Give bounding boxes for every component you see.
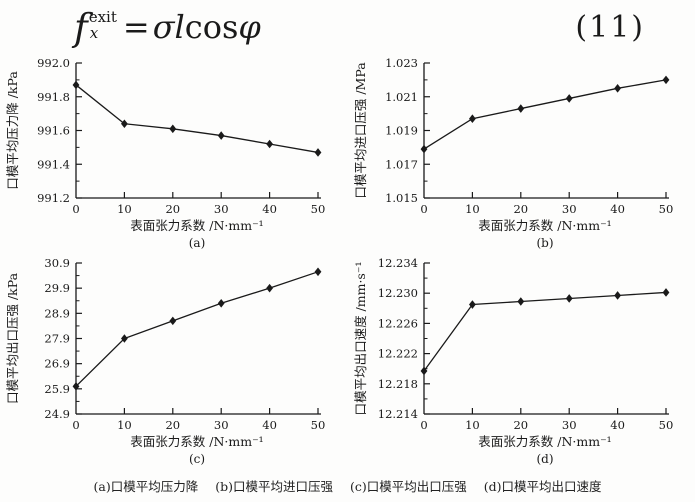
svg-text:(d): (d) (536, 452, 553, 466)
svg-text:口模平均出口速度 /mm·s⁻¹: 口模平均出口速度 /mm·s⁻¹ (353, 262, 368, 416)
caption-part-b: (b)口模平均进口压强 (215, 479, 333, 494)
chart-a: 991.2 991.4 991.6 991.8 992.0 0 10 20 30 40 50 表面张力… (0, 54, 348, 254)
chart-c-canvas: 24.9 25.9 26.9 27.9 28.9 29.9 30.9 0 10 20 30 40 50 表… (5, 256, 326, 466)
svg-text:29.9: 29.9 (44, 281, 70, 295)
svg-text:12.222: 12.222 (378, 347, 418, 361)
svg-text:40: 40 (610, 418, 625, 432)
chart-a-canvas: 991.2 991.4 991.6 991.8 992.0 0 10 20 30 40 50 表面张力… (5, 56, 326, 250)
svg-text:10: 10 (465, 418, 480, 432)
equation-formula: f exit x = σl cos φ (74, 9, 261, 46)
svg-text:表面张力系数 /N·mm⁻¹: 表面张力系数 /N·mm⁻¹ (478, 218, 611, 233)
svg-text:992.0: 992.0 (37, 56, 70, 70)
svg-text:25.9: 25.9 (44, 382, 70, 396)
svg-text:1.015: 1.015 (385, 191, 418, 205)
svg-text:0: 0 (72, 202, 79, 216)
svg-text:口模平均进口压强 /MPa: 口模平均进口压强 /MPa (353, 62, 368, 199)
svg-text:20: 20 (165, 202, 180, 216)
svg-text:(b): (b) (536, 236, 553, 250)
svg-text:30: 30 (562, 202, 577, 216)
svg-text:12.218: 12.218 (378, 377, 418, 391)
svg-text:1.021: 1.021 (385, 90, 418, 104)
svg-text:991.2: 991.2 (37, 191, 70, 205)
svg-text:10: 10 (117, 418, 132, 432)
svg-text:0: 0 (420, 418, 427, 432)
svg-text:20: 20 (165, 418, 180, 432)
formula-equals: = (122, 8, 150, 46)
formula-sigma-l: σl (152, 8, 185, 46)
svg-text:1.023: 1.023 (385, 56, 418, 70)
formula-cos: cos (184, 8, 239, 46)
caption-part-c: (c)口模平均出口压强 (349, 479, 467, 494)
svg-text:991.4: 991.4 (37, 157, 70, 171)
svg-text:0: 0 (420, 202, 427, 216)
svg-text:40: 40 (262, 202, 277, 216)
equation-row: f exit x = σl cos φ (11) (0, 0, 695, 54)
svg-text:表面张力系数 /N·mm⁻¹: 表面张力系数 /N·mm⁻¹ (478, 434, 611, 449)
svg-text:27.9: 27.9 (44, 332, 70, 346)
svg-text:表面张力系数 /N·mm⁻¹: 表面张力系数 /N·mm⁻¹ (130, 218, 263, 233)
svg-text:50: 50 (659, 418, 674, 432)
formula-f: f (74, 5, 88, 49)
formula-superscript: exit (88, 8, 117, 27)
svg-text:1.017: 1.017 (385, 157, 418, 171)
svg-text:40: 40 (262, 418, 277, 432)
svg-text:28.9: 28.9 (44, 306, 70, 320)
svg-text:表面张力系数 /N·mm⁻¹: 表面张力系数 /N·mm⁻¹ (130, 434, 263, 449)
svg-text:(c): (c) (189, 452, 205, 466)
svg-text:0: 0 (72, 418, 79, 432)
equation-number: (11) (575, 9, 645, 45)
svg-text:12.230: 12.230 (378, 286, 418, 300)
svg-text:12.226: 12.226 (378, 316, 418, 330)
svg-text:20: 20 (513, 202, 528, 216)
svg-text:口模平均压力降 /kPa: 口模平均压力降 /kPa (5, 71, 20, 190)
svg-text:10: 10 (117, 202, 132, 216)
chart-b: 1.015 1.017 1.019 1.021 1.023 0 10 20 30 40 50 表面张力… (348, 54, 695, 254)
svg-text:991.8: 991.8 (37, 90, 70, 104)
svg-text:1.019: 1.019 (385, 124, 418, 138)
figure-caption: (a)口模平均压力降 (b)口模平均进口压强 (c)口模平均出口压强 (d)口模… (0, 476, 695, 495)
svg-text:50: 50 (659, 202, 674, 216)
svg-text:24.9: 24.9 (44, 407, 70, 421)
svg-text:12.214: 12.214 (378, 407, 418, 421)
svg-text:26.9: 26.9 (44, 357, 70, 371)
svg-text:50: 50 (311, 202, 326, 216)
svg-text:口模平均出口压强 /kPa: 口模平均出口压强 /kPa (5, 272, 20, 404)
chart-c: 24.9 25.9 26.9 27.9 28.9 29.9 30.9 0 10 20 30 40 50 表… (0, 254, 348, 470)
chart-d: 12.214 12.218 12.222 12.226 12.230 12.234 0 10 2… (348, 254, 695, 470)
chart-d-canvas: 12.214 12.218 12.222 12.226 12.230 12.234 0 10 2… (353, 256, 674, 466)
svg-text:20: 20 (513, 418, 528, 432)
svg-text:(a): (a) (189, 236, 206, 250)
chart-grid: 991.2 991.4 991.6 991.8 992.0 0 10 20 30 40 50 表面张力… (0, 54, 695, 470)
svg-text:50: 50 (311, 418, 326, 432)
chart-b-canvas: 1.015 1.017 1.019 1.021 1.023 0 10 20 30 40 50 表面张力… (353, 56, 674, 250)
svg-text:30: 30 (562, 418, 577, 432)
svg-text:10: 10 (465, 202, 480, 216)
svg-text:30: 30 (214, 418, 229, 432)
formula-supsub: exit x (88, 8, 117, 42)
caption-part-d: (d)口模平均出口速度 (483, 479, 602, 494)
svg-text:30: 30 (214, 202, 229, 216)
caption-part-a: (a)口模平均压力降 (93, 479, 199, 494)
formula-phi: φ (238, 8, 261, 46)
formula-subscript: x (89, 24, 99, 42)
svg-text:991.6: 991.6 (37, 124, 70, 138)
svg-text:40: 40 (610, 202, 625, 216)
svg-text:12.234: 12.234 (378, 256, 418, 270)
svg-text:30.9: 30.9 (44, 256, 70, 270)
